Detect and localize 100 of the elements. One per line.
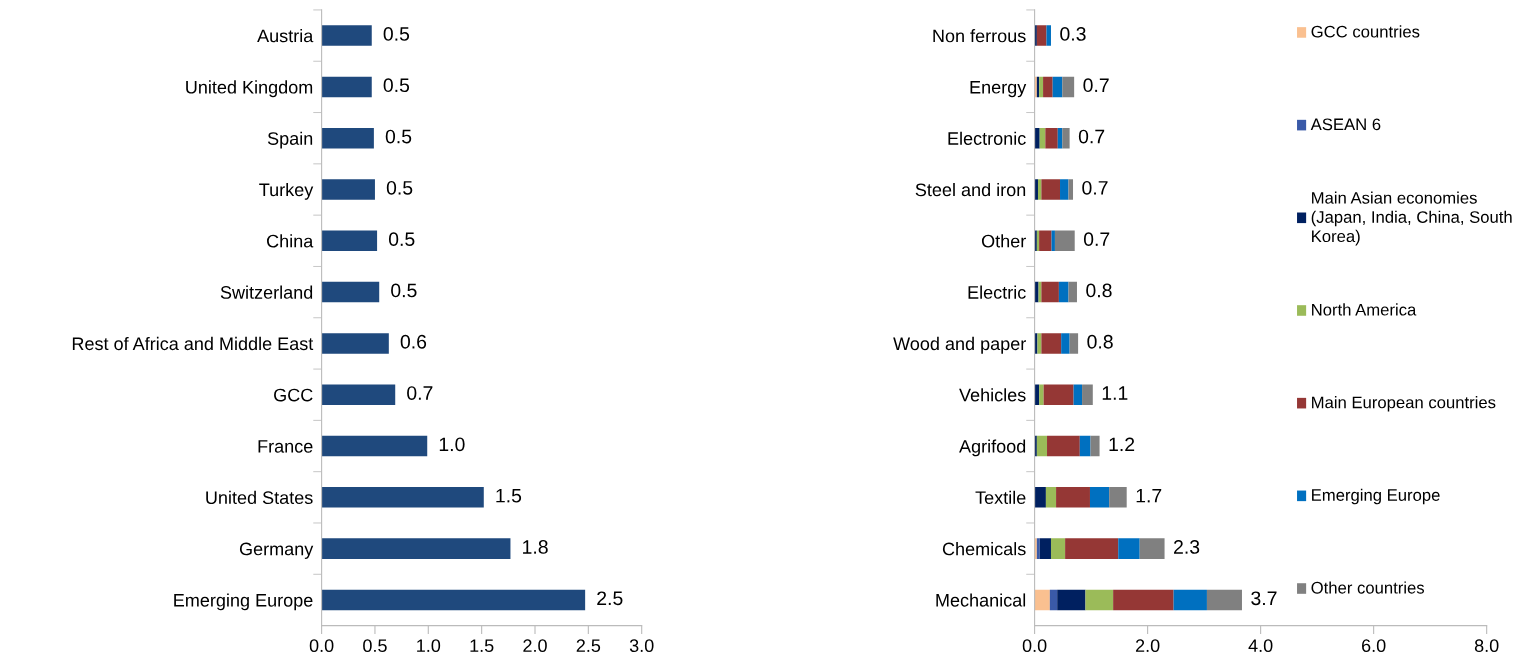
- bar: [1034, 281, 1039, 303]
- bar: [1045, 487, 1057, 508]
- bar: [1068, 281, 1077, 303]
- data-label: 0.5: [388, 232, 415, 247]
- total-label: 1.1: [1102, 386, 1128, 400]
- y-tick-label: GCC: [274, 388, 313, 402]
- total-label: 2.3: [1174, 540, 1200, 554]
- y-tick-label: Non ferrous: [933, 29, 1026, 43]
- bar: [1036, 435, 1048, 457]
- y-tick-label: Textile: [975, 490, 1026, 505]
- x-tick-label: 2.0: [1135, 639, 1160, 653]
- bar: [1113, 589, 1174, 611]
- bar: [1065, 538, 1119, 559]
- y-tick-label: Switzerland: [220, 285, 313, 299]
- x-tick-label: 0.0: [309, 639, 334, 653]
- bar: [1109, 487, 1127, 508]
- x-tick-label: 1.0: [417, 639, 441, 653]
- bar: [1057, 589, 1086, 611]
- total-label: 0.7: [1082, 180, 1108, 195]
- bar: [1060, 179, 1069, 200]
- bar: [1073, 384, 1083, 405]
- legend-label: ASEAN 6: [1310, 118, 1381, 131]
- y-tick-label: Mechanical: [936, 593, 1026, 607]
- bar: [1173, 589, 1207, 611]
- x-tick-label: 4.0: [1248, 639, 1273, 653]
- bar: [1046, 25, 1051, 46]
- bar: [321, 25, 372, 46]
- bar: [1089, 487, 1110, 508]
- bar: [1054, 230, 1075, 252]
- bar: [1034, 25, 1037, 46]
- bar: [1039, 76, 1044, 98]
- bar: [1058, 281, 1069, 303]
- y-tick-label: Austria: [257, 29, 314, 43]
- x-tick-label: 2.0: [523, 639, 547, 653]
- x-tick-label: 0.5: [363, 639, 387, 653]
- bar: [1036, 25, 1047, 46]
- bar: [1050, 538, 1066, 559]
- bar: [1043, 384, 1074, 405]
- bar: [1062, 76, 1075, 98]
- bar: [1037, 179, 1042, 200]
- bar: [321, 333, 389, 354]
- bar: [1206, 589, 1242, 611]
- bar: [321, 538, 511, 559]
- x-tick-label: 2.5: [576, 639, 601, 653]
- legend-label: Other countries: [1311, 581, 1425, 594]
- data-label: 0.5: [383, 27, 410, 41]
- legend-label: GCC countries: [1311, 25, 1420, 38]
- bar: [321, 435, 428, 457]
- x-tick-label: 8.0: [1474, 639, 1499, 653]
- bar: [1034, 589, 1050, 611]
- bar: [1068, 179, 1074, 200]
- bar: [321, 487, 484, 508]
- y-tick-label: Electronic: [948, 131, 1026, 145]
- y-tick-label: United States: [206, 490, 313, 505]
- bar: [321, 179, 375, 200]
- y-tick-label: Chemicals: [942, 542, 1026, 556]
- total-label: 3.7: [1251, 591, 1277, 606]
- y-tick-label: France: [258, 440, 313, 453]
- y-tick-label: Energy: [970, 81, 1027, 98]
- bar: [321, 384, 396, 405]
- bar: [1056, 487, 1090, 508]
- bar: [1118, 538, 1140, 559]
- bar: [1041, 281, 1059, 303]
- bar: [1039, 538, 1051, 559]
- bar: [321, 230, 378, 252]
- bar: [1139, 538, 1165, 559]
- bar: [1043, 76, 1053, 98]
- bar: [1034, 487, 1046, 508]
- total-label: 0.3: [1060, 27, 1086, 41]
- total-label: 0.8: [1087, 334, 1113, 349]
- data-label: 0.5: [391, 283, 417, 298]
- y-tick-label: Germany: [239, 542, 314, 559]
- bar: [1034, 179, 1038, 200]
- y-tick-label: Electric: [968, 285, 1026, 299]
- bar: [1052, 76, 1063, 98]
- total-label: 0.7: [1078, 129, 1105, 144]
- y-tick-label: Rest of Africa and Middle East: [72, 336, 314, 351]
- bar: [1061, 333, 1070, 354]
- data-label: 1.8: [523, 540, 548, 554]
- bar: [1034, 127, 1040, 149]
- bar: [321, 127, 374, 149]
- total-label: 0.8: [1086, 283, 1112, 298]
- y-tick-label: Wood and paper: [893, 336, 1026, 354]
- bar: [1085, 589, 1114, 611]
- bar: [1047, 435, 1080, 457]
- bar: [1079, 435, 1091, 457]
- bar: [1049, 589, 1058, 611]
- bar: [1090, 435, 1100, 457]
- y-tick-label: Vehicles: [959, 388, 1026, 402]
- data-label: 0.5: [385, 129, 412, 144]
- bar: [1082, 384, 1093, 405]
- bar: [1034, 384, 1040, 405]
- bar: [1062, 127, 1070, 149]
- bar: [1069, 333, 1079, 354]
- bar: [1039, 230, 1052, 252]
- y-tick-label: Steel and iron: [915, 182, 1026, 197]
- total-label: 0.7: [1083, 78, 1109, 93]
- y-tick-label: Turkey: [259, 182, 314, 200]
- y-tick-label: Emerging Europe: [174, 593, 313, 611]
- data-label: 1.5: [496, 488, 522, 503]
